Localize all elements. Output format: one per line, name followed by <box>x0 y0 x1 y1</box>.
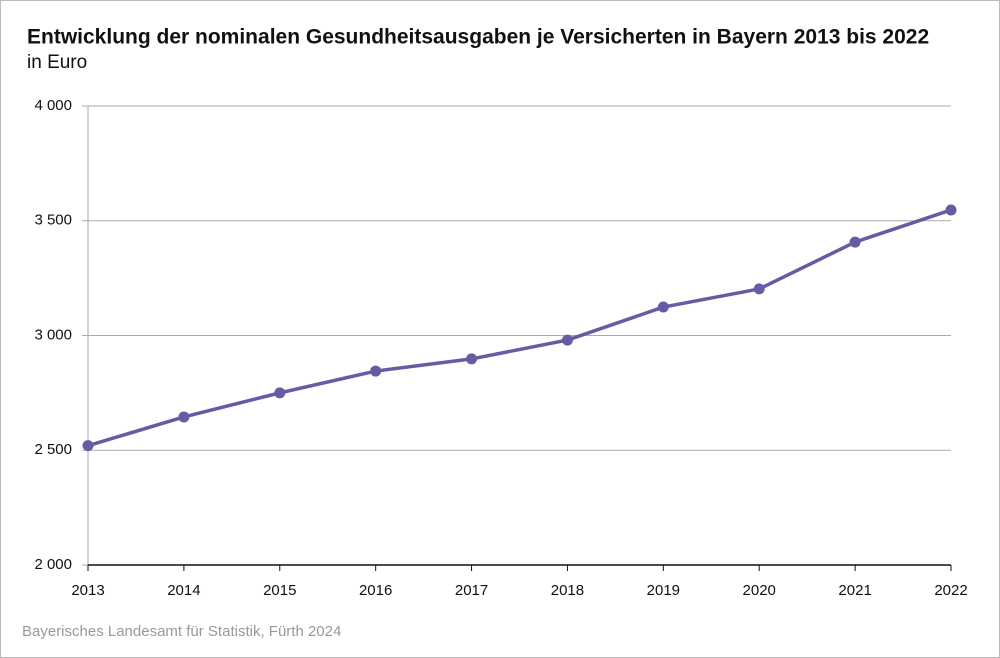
x-tick-label: 2016 <box>359 582 392 599</box>
x-tick-label: 2021 <box>838 582 871 599</box>
point <box>370 365 382 377</box>
y-tick-label: 4 000 <box>34 97 72 114</box>
source: Bayerisches Landesamt für Statistik, Für… <box>22 623 341 640</box>
x-tick-label: 2019 <box>647 582 680 599</box>
y-tick-label: 2 500 <box>34 441 72 458</box>
chart-subtitle: in Euro <box>27 52 87 73</box>
y-tick-label: 3 000 <box>34 326 72 343</box>
point <box>82 440 94 452</box>
point <box>753 283 765 295</box>
x-tick-label: 2020 <box>743 582 776 599</box>
y-tick-label: 3 500 <box>34 212 72 229</box>
point <box>849 236 861 248</box>
point <box>945 204 957 216</box>
chart-title: Entwicklung der nominalen Gesundheitsaus… <box>27 26 929 49</box>
x-tick-label: 2015 <box>263 582 296 599</box>
x-tick-label: 2018 <box>551 582 584 599</box>
point <box>178 411 190 423</box>
point <box>466 353 478 365</box>
x-tick-label: 2017 <box>455 582 488 599</box>
point <box>657 301 669 313</box>
x-tick-label: 2022 <box>934 582 967 599</box>
point <box>274 387 286 399</box>
x-tick-label: 2013 <box>71 582 104 599</box>
line <box>87 208 952 448</box>
y-tick-label: 2 000 <box>34 556 72 573</box>
x-tick-label: 2014 <box>167 582 200 599</box>
point <box>561 334 573 346</box>
